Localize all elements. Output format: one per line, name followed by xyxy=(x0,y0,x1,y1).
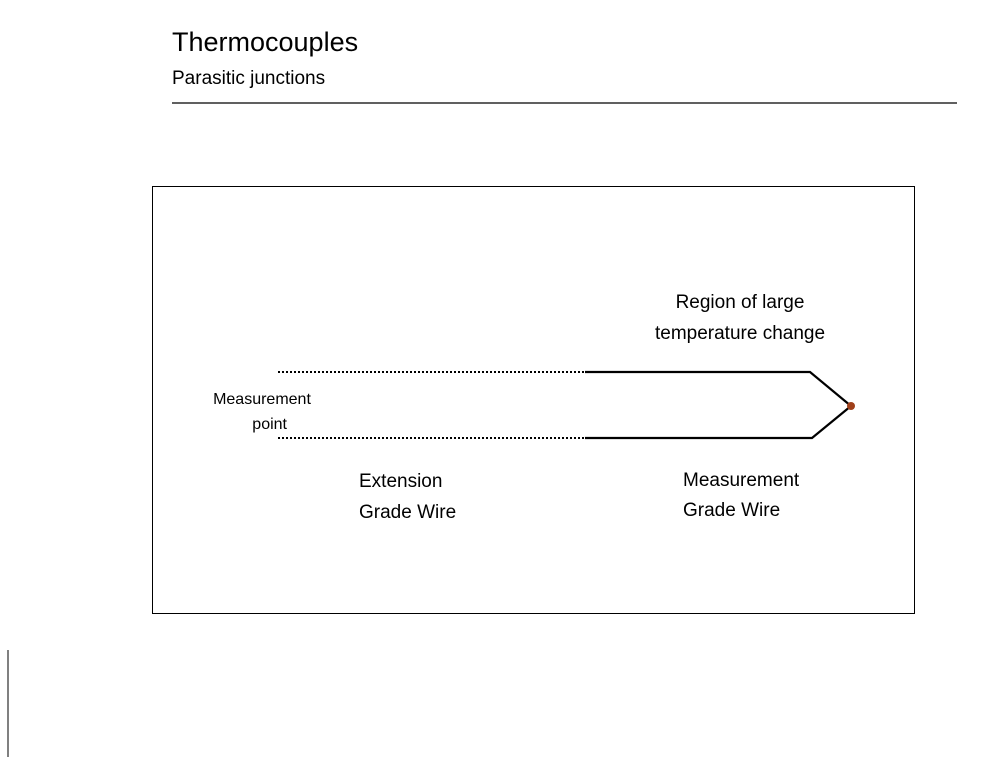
measurement-point-label: point xyxy=(252,416,287,433)
extension-wire-label: Extension xyxy=(359,471,442,492)
region-label: temperature change xyxy=(655,323,825,344)
extension-wire-label: Grade Wire xyxy=(359,502,456,523)
measurement-wire-bottom xyxy=(585,405,852,440)
measurement-point-label: Measurement xyxy=(213,391,311,408)
region-label: Region of large xyxy=(676,292,805,313)
diagram-frame xyxy=(152,186,915,614)
slide-title: Thermocouples xyxy=(172,27,358,57)
slide-subtitle: Parasitic junctions xyxy=(172,68,325,89)
measurement-wire-label: Grade Wire xyxy=(683,500,780,521)
junction xyxy=(847,402,855,410)
measurement-wire-top xyxy=(585,370,852,407)
measurement-wire-label: Measurement xyxy=(683,470,800,491)
